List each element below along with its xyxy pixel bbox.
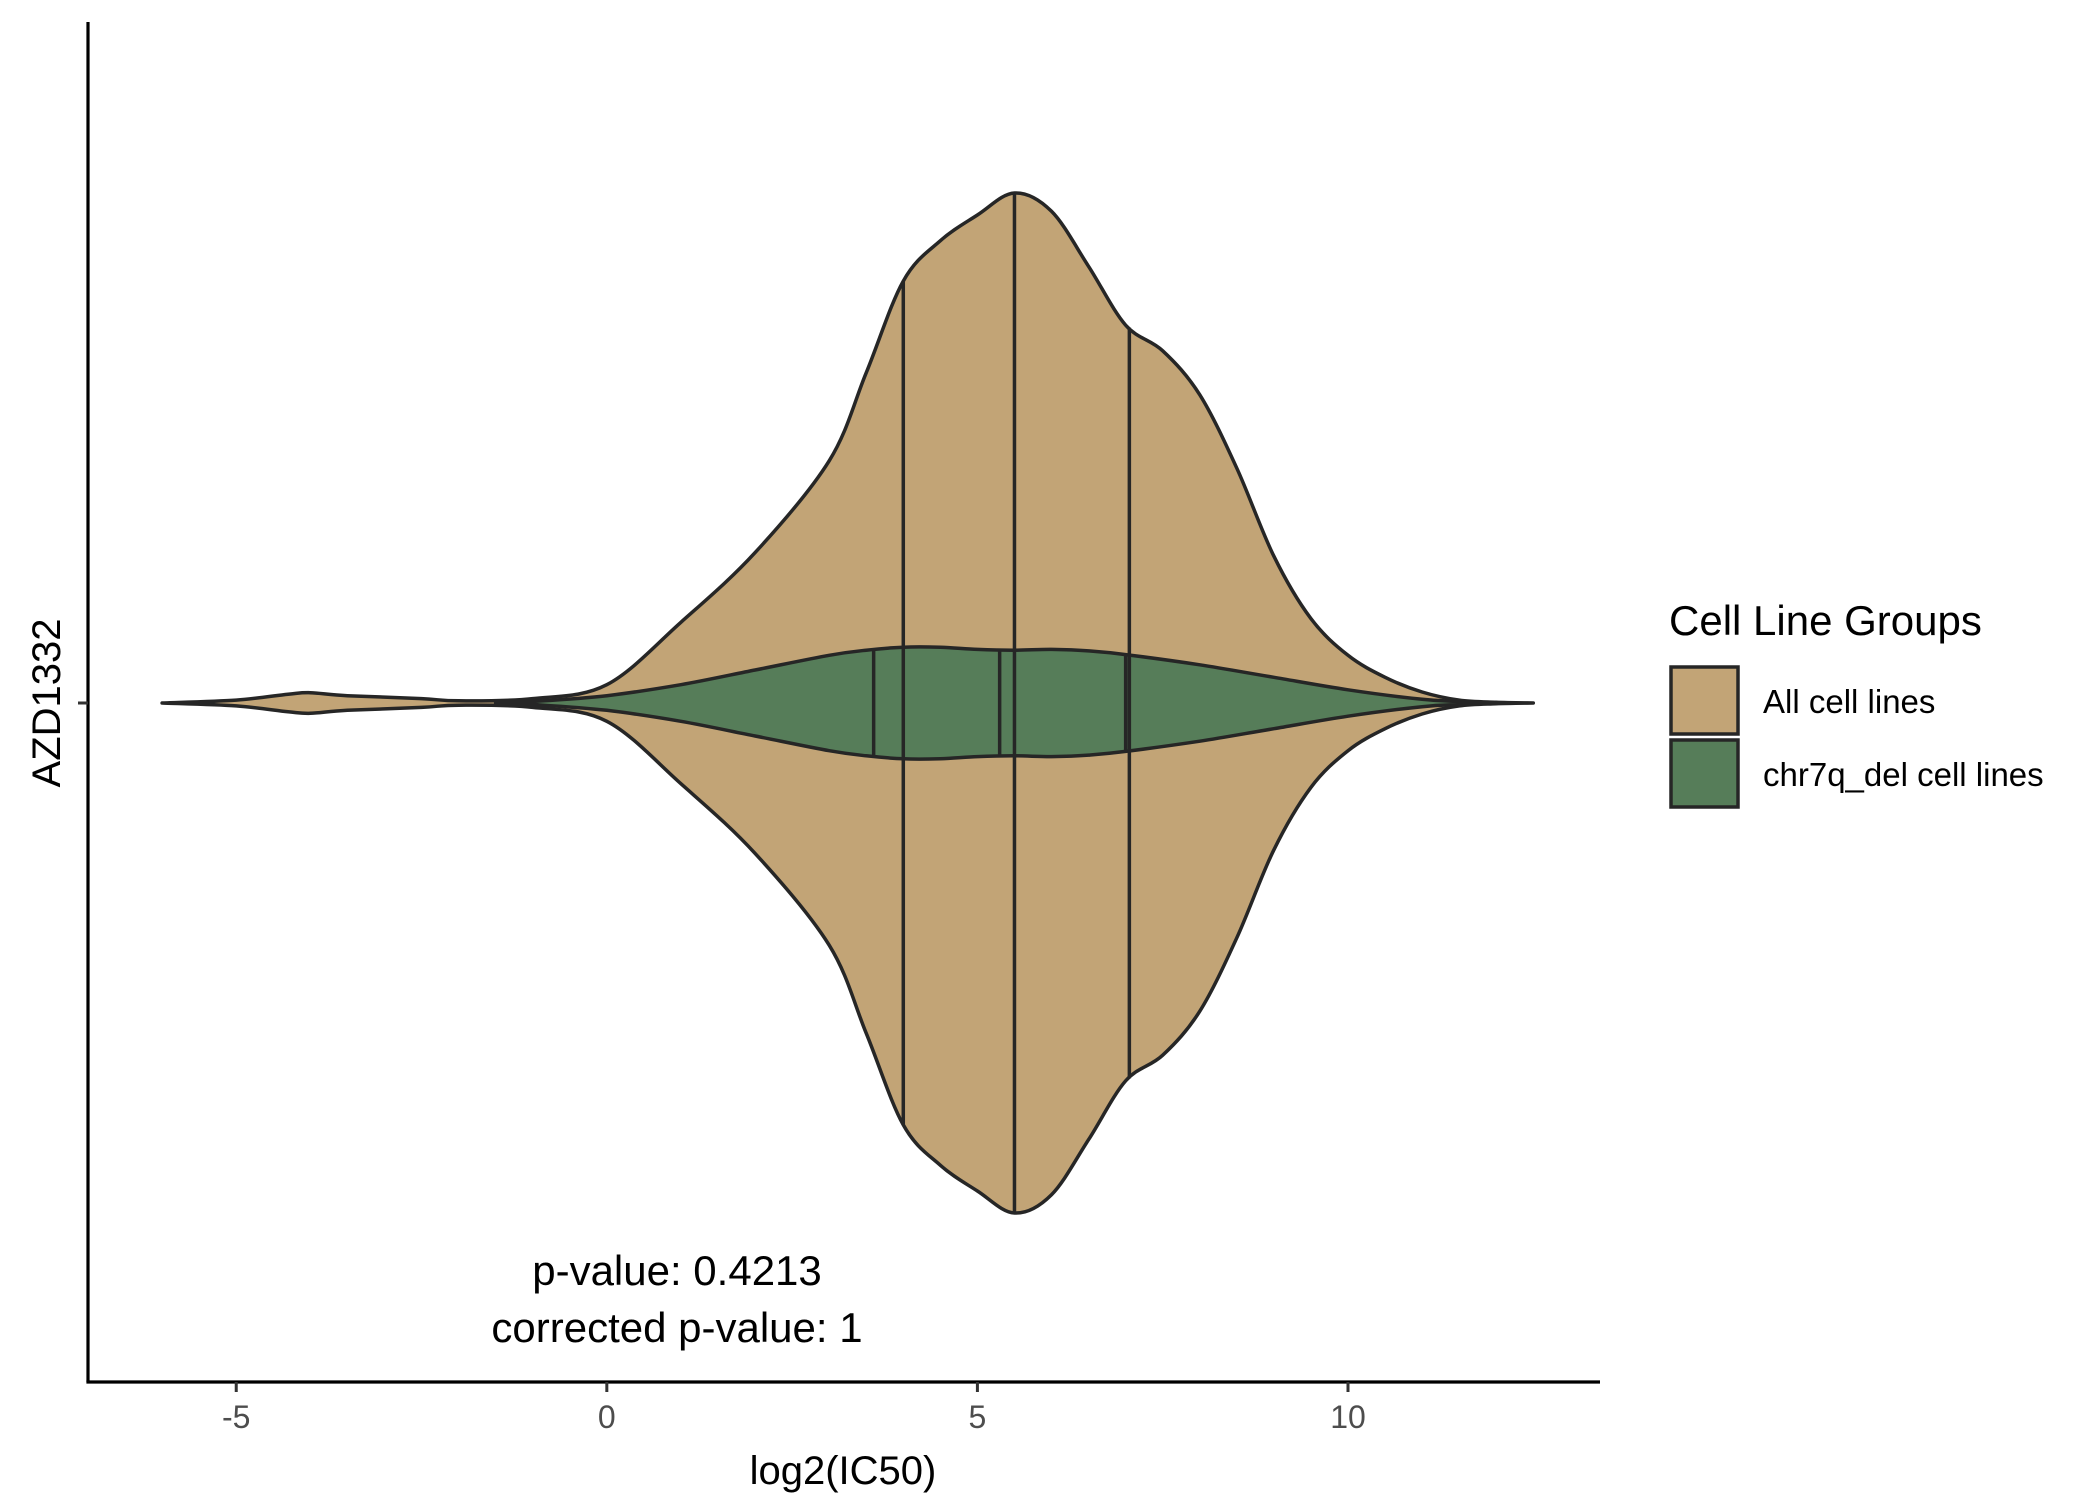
x-tick-label: 5 [969, 1399, 987, 1435]
legend: Cell Line Groups All cell lines chr7q_de… [1669, 597, 2044, 809]
violin-layer [160, 191, 1536, 1215]
x-tick-label: 10 [1330, 1399, 1366, 1435]
quantile-lines [871, 193, 1132, 1213]
p-value-annotation: p-value: 0.4213 [532, 1247, 822, 1294]
legend-label-all-cell-lines: All cell lines [1763, 683, 1935, 720]
legend-swatch-chr7q-del-cell-lines [1669, 738, 1740, 809]
legend-label-chr7q-del-cell-lines: chr7q_del cell lines [1763, 756, 2044, 793]
legend-swatch-all-cell-lines [1669, 665, 1740, 736]
x-axis-ticks: -5 0 5 10 [222, 1382, 1366, 1435]
y-category-label: AZD1332 [25, 619, 69, 788]
x-tick-label: 0 [598, 1399, 616, 1435]
x-axis-title: log2(IC50) [750, 1449, 937, 1493]
corrected-p-value-annotation: corrected p-value: 1 [491, 1304, 862, 1351]
x-tick-label: -5 [222, 1399, 250, 1435]
legend-title: Cell Line Groups [1669, 597, 1982, 644]
violin-chr7q-del-cell-lines [493, 645, 1498, 761]
